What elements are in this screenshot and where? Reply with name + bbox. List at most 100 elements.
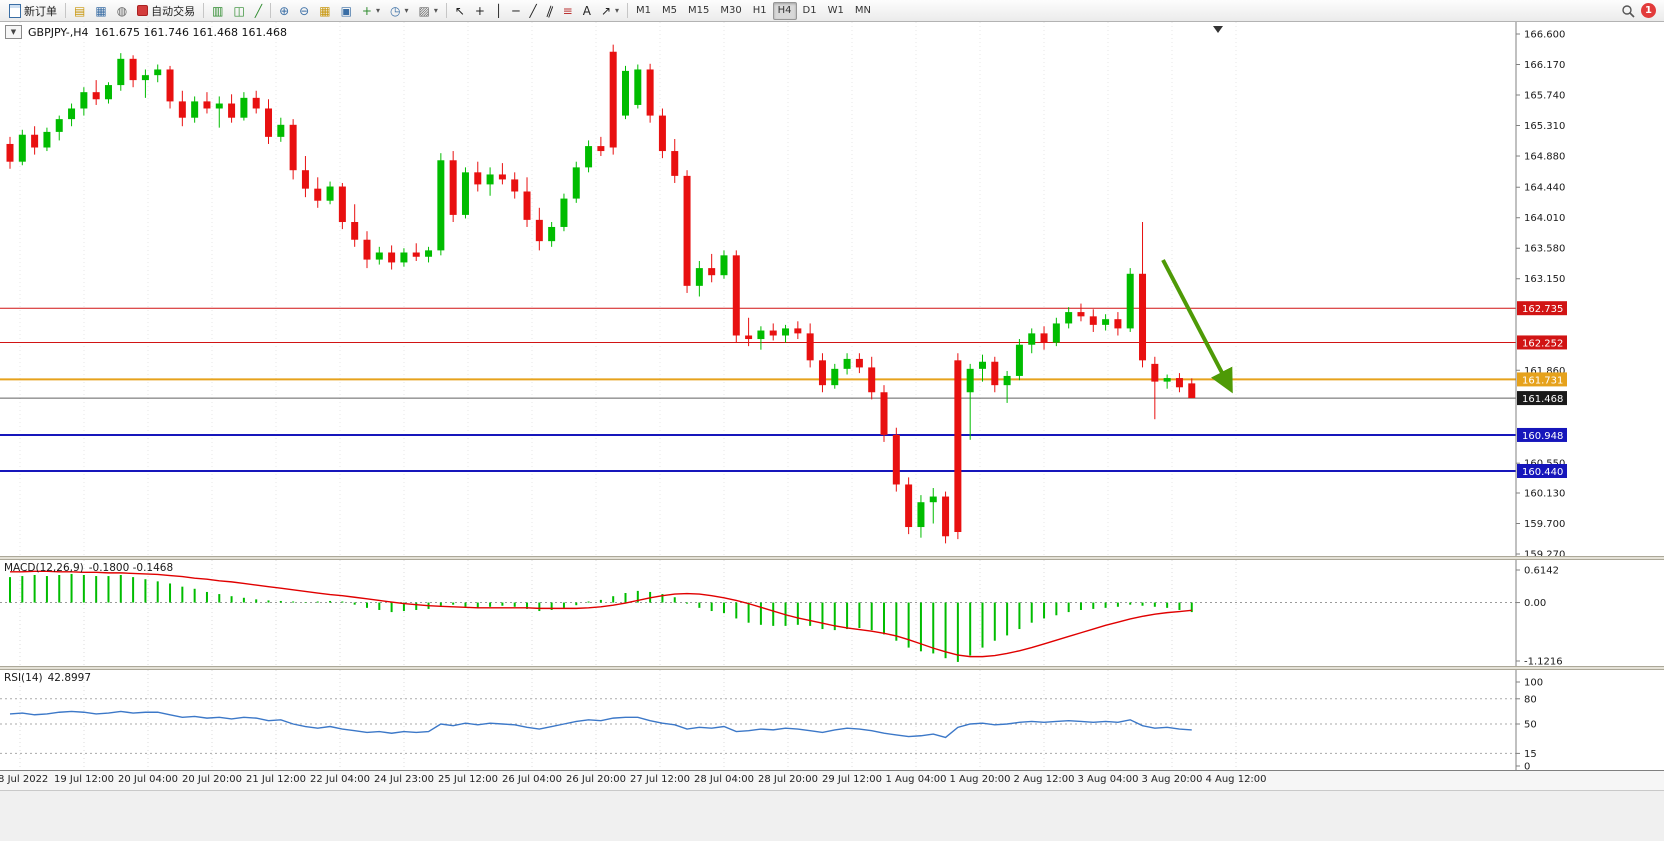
cursor-tool-button[interactable]: ↖ (450, 1, 470, 21)
horizontal-line-tool-button[interactable]: ─ (507, 1, 524, 21)
zoom-out-button[interactable]: ⊖ (294, 1, 314, 21)
timeframe-h1[interactable]: H1 (752, 5, 767, 16)
svg-text:164.440: 164.440 (1524, 183, 1565, 194)
time-axis[interactable]: 18 Jul 2022 19 Jul 12:00 20 Jul 04:00 20 Ju… (0, 770, 1664, 790)
indicators-button[interactable]: + ▾ (357, 1, 385, 21)
arrows-tool-icon: ↗ (600, 3, 612, 18)
new-order-button[interactable]: 新订单 (4, 1, 62, 21)
timeframe-m1[interactable]: M1 (636, 5, 652, 16)
autotrading-label: 自动交易 (151, 4, 196, 18)
arrange-windows-button[interactable]: ▣ (336, 1, 357, 21)
svg-text:160.440: 160.440 (1522, 467, 1563, 478)
timeframe-m5[interactable]: M5 (662, 5, 678, 16)
timeframe-m15[interactable]: M15 (688, 5, 710, 16)
macd-panel[interactable]: 0.6142 0.00 -1.1216 MACD(12,26,9) -0.1800 … (0, 560, 1664, 666)
svg-text:15: 15 (1524, 749, 1537, 760)
crosshair-tool-button[interactable]: + (470, 1, 490, 21)
fibonacci-tool-button[interactable]: ≡ (558, 1, 578, 21)
autotrading-button[interactable]: 自动交易 (132, 1, 200, 21)
layouts-button[interactable]: ▤ (69, 1, 90, 21)
zoom-in-icon: ⊕ (279, 3, 290, 18)
svg-text:0.00: 0.00 (1524, 598, 1546, 609)
time-label: 20 Jul 20:00 (182, 774, 242, 785)
time-label: 24 Jul 23:00 (374, 774, 434, 785)
svg-text:-1.1216: -1.1216 (1524, 657, 1563, 667)
time-label: 18 Jul 2022 (0, 774, 49, 785)
trendline-tool-button[interactable]: ╱ (524, 1, 541, 21)
rsi-chart[interactable]: 100 80 50 15 0 (0, 670, 1664, 770)
timeframe-h4[interactable]: H4 (772, 1, 797, 20)
toolbar: 新订单 ▤ ▦ ◍ 自动交易 ▥ ◫ ╱ ⊕ ⊖ ▦ ▣ + ▾ ◷ ▾ ▨ ▾… (0, 0, 1664, 22)
svg-text:166.170: 166.170 (1524, 60, 1565, 71)
tile-windows-button[interactable]: ▦ (314, 1, 335, 21)
time-label: 29 Jul 12:00 (822, 774, 882, 785)
main-chart-panel[interactable]: 166.600 166.170 165.740 165.310 164.880 164.4… (0, 22, 1664, 556)
chart-candles-button[interactable]: ◫ (229, 1, 250, 21)
svg-text:161.731: 161.731 (1522, 375, 1563, 386)
new-order-label: 新订单 (24, 4, 57, 18)
time-label: 3 Aug 20:00 (1141, 774, 1203, 785)
trendline-icon: ╱ (529, 3, 537, 18)
panel-splitter[interactable] (0, 666, 1664, 670)
terminal-icon: ◍ (116, 3, 128, 18)
arrows-tool-button[interactable]: ↗ ▾ (596, 1, 624, 21)
time-label: 1 Aug 20:00 (949, 774, 1011, 785)
time-label: 4 Aug 12:00 (1205, 774, 1267, 785)
zoom-out-icon: ⊖ (299, 3, 310, 18)
window-bottom-strip (0, 790, 1664, 841)
cursor-icon: ↖ (454, 3, 465, 18)
svg-text:80: 80 (1524, 694, 1537, 705)
candlestick-chart[interactable]: 166.600 166.170 165.740 165.310 164.880 164.4… (0, 22, 1664, 556)
time-label: 26 Jul 04:00 (502, 774, 562, 785)
horizontal-line-icon: ─ (512, 3, 520, 18)
separator (445, 3, 447, 18)
macd-chart[interactable]: 0.6142 0.00 -1.1216 (0, 560, 1664, 666)
svg-text:0: 0 (1524, 762, 1530, 771)
dropdown-caret-icon: ▾ (433, 6, 438, 15)
time-label: 26 Jul 20:00 (566, 774, 626, 785)
chart-bars-button[interactable]: ▥ (207, 1, 228, 21)
channel-icon: ∥ (544, 2, 555, 19)
one-click-trading-toggle[interactable]: ▼ (5, 25, 22, 39)
chart-line-button[interactable]: ╱ (250, 1, 267, 21)
timeframe-w1[interactable]: W1 (827, 5, 844, 16)
svg-text:162.252: 162.252 (1522, 338, 1563, 349)
rsi-panel[interactable]: 100 80 50 15 0 RSI(14) 42.8997 (0, 670, 1664, 770)
channel-tool-button[interactable]: ∥ (542, 1, 558, 21)
dropdown-caret-icon: ▾ (615, 6, 620, 15)
svg-text:159.700: 159.700 (1524, 519, 1565, 530)
separator (65, 3, 66, 18)
terminal-button[interactable]: ◍ (112, 1, 132, 21)
chart-window: 166.600 166.170 165.740 165.310 164.880 164.4… (0, 22, 1664, 841)
search-icon[interactable] (1621, 4, 1635, 18)
time-label: 2 Aug 12:00 (1013, 774, 1075, 785)
arrange-windows-icon: ▣ (340, 3, 352, 18)
navigator-icon: ▦ (95, 3, 107, 18)
vertical-line-tool-button[interactable]: │ (490, 1, 507, 21)
navigator-button[interactable]: ▦ (90, 1, 111, 21)
notification-badge[interactable]: 1 (1641, 3, 1656, 18)
timeframe-d1[interactable]: D1 (802, 5, 817, 16)
zoom-in-button[interactable]: ⊕ (274, 1, 294, 21)
toolbar-right: 1 (1621, 3, 1660, 18)
time-label: 28 Jul 04:00 (694, 774, 754, 785)
svg-text:100: 100 (1524, 678, 1543, 689)
timeframe-group: M1 M5 M15 M30 H1 H4 D1 W1 MN (631, 1, 876, 20)
separator (203, 3, 205, 18)
periods-button[interactable]: ◷ ▾ (385, 1, 414, 21)
fibonacci-icon: ≡ (562, 3, 573, 18)
separator (270, 3, 272, 18)
periods-icon: ◷ (389, 3, 401, 18)
svg-text:159.270: 159.270 (1524, 550, 1565, 557)
svg-text:164.010: 164.010 (1524, 213, 1565, 224)
templates-button[interactable]: ▨ ▾ (413, 1, 442, 21)
separator (627, 3, 629, 18)
text-tool-button[interactable]: A (578, 1, 596, 21)
timeframe-m30[interactable]: M30 (720, 5, 742, 16)
line-chart-icon: ╱ (254, 3, 263, 18)
panel-splitter[interactable] (0, 556, 1664, 560)
time-label: 21 Jul 12:00 (246, 774, 306, 785)
bar-chart-icon: ▥ (212, 3, 224, 18)
timeframe-mn[interactable]: MN (854, 5, 871, 16)
